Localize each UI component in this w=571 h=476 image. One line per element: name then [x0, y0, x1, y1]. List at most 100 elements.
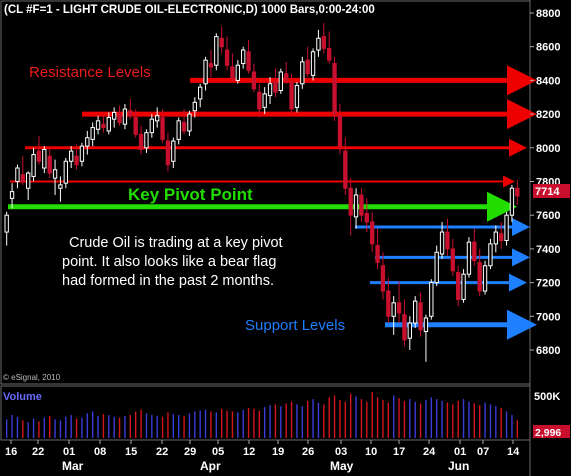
candle-body: [380, 265, 386, 292]
price-axis: 8800860084008200800078007600740072007000…: [530, 8, 560, 357]
candlestick-series: [4, 23, 520, 362]
candle-body: [466, 241, 472, 275]
candle-body: [402, 314, 407, 341]
candle-body: [499, 233, 504, 241]
candle-body: [69, 150, 74, 162]
candle-body: [241, 49, 246, 65]
candle-body: [9, 191, 15, 199]
candle-body: [165, 140, 171, 166]
volume-series: [5, 392, 519, 438]
candle-body: [391, 302, 396, 317]
candle-body: [370, 221, 375, 245]
candle-body: [294, 84, 300, 108]
price-tick-label: 8000: [536, 143, 560, 155]
candle-body: [79, 145, 85, 162]
price-tick-label: 8200: [536, 109, 560, 121]
candle-body: [310, 51, 316, 76]
candle-body: [348, 187, 353, 216]
candle-body: [439, 231, 445, 255]
candle-body: [450, 248, 455, 272]
chart-title: (CL #F=1 - LIGHT CRUDE OIL-ELECTRONIC,D)…: [4, 4, 375, 16]
candle-body: [133, 116, 138, 135]
candle-body: [203, 59, 208, 85]
candle-body: [262, 93, 267, 108]
candle-body: [300, 61, 305, 85]
candle-body: [488, 243, 493, 267]
candle-body: [251, 71, 257, 90]
candle-body: [90, 127, 95, 140]
candle-body: [15, 167, 20, 183]
candle-body: [257, 91, 262, 110]
last-price-tag: 7714: [535, 186, 560, 198]
candle-body: [95, 120, 101, 130]
candle-body: [477, 261, 482, 292]
candle-body: [31, 154, 36, 177]
month-label: Mar: [62, 459, 84, 473]
price-tick-label: 7200: [536, 278, 560, 290]
volume-tick-label: 500K: [534, 391, 560, 403]
candle-body: [472, 241, 477, 262]
candle-body: [192, 101, 197, 112]
candle-body: [224, 49, 230, 66]
last-volume-tag-bg: [533, 425, 570, 438]
candle-body: [359, 194, 364, 216]
resistance-label: Resistance Levels: [29, 64, 151, 81]
candle-body: [515, 187, 520, 197]
candle-body: [289, 81, 294, 110]
candle-body: [198, 86, 203, 100]
price-pane-frame: [0, 0, 531, 385]
candle-body: [214, 36, 219, 66]
commentary-line-2: point. It also looks like a bear flag: [62, 254, 276, 270]
date-tick-label: 22: [32, 446, 44, 458]
price-tick-label: 7400: [536, 244, 560, 256]
date-tick-label: 24: [423, 446, 436, 458]
price-tick-label: 8400: [536, 75, 560, 87]
commentary-line-1: Crude Oil is trading at a key pivot: [69, 235, 283, 251]
candle-body: [375, 245, 380, 263]
candle-body: [273, 81, 278, 93]
candle-body: [149, 118, 154, 134]
date-axis: 16 22 01 08 15 22 29 05 12 19 26 03 10 17 24 01 07 14 Mar A…: [5, 440, 520, 473]
month-label: Jun: [448, 459, 469, 473]
month-label: May: [330, 459, 354, 473]
candle-body: [230, 66, 235, 80]
candle-body: [52, 169, 58, 179]
price-tick-label: 6800: [536, 345, 560, 357]
price-tick-label: 8600: [536, 42, 560, 54]
candle-body: [364, 213, 369, 223]
candle-body: [332, 63, 337, 115]
candle-body: [509, 187, 515, 216]
date-tick-label: 22: [156, 446, 168, 458]
date-tick-label: 19: [272, 446, 284, 458]
last-volume-tag: 2,996: [535, 427, 561, 439]
candle-body: [423, 317, 429, 332]
candle-body: [456, 271, 461, 300]
candle-body: [181, 122, 187, 132]
last-price-tag-bg: [533, 184, 570, 198]
candle-body: [284, 73, 289, 81]
candle-body: [26, 172, 31, 189]
candle-body: [327, 47, 332, 61]
candle-body: [278, 71, 283, 92]
date-tick-label: 14: [507, 446, 520, 458]
date-tick-label: 10: [365, 446, 377, 458]
candle-body: [235, 64, 240, 81]
candle-body: [504, 214, 509, 241]
candle-body: [396, 302, 402, 314]
candle-body: [36, 150, 42, 162]
candle-body: [85, 137, 90, 147]
candle-body: [128, 110, 133, 117]
price-tick-label: 7600: [536, 210, 560, 222]
date-tick-label: 16: [5, 446, 17, 458]
volume-pane-label: Volume: [3, 391, 42, 403]
candle-body: [112, 111, 117, 120]
candle-body: [461, 273, 466, 300]
candle-body: [160, 116, 165, 140]
esignal-watermark: © eSignal, 2010: [3, 373, 61, 382]
candle-body: [122, 108, 128, 125]
candle-body: [305, 59, 310, 75]
candle-body: [219, 37, 224, 48]
date-tick-label: 08: [94, 446, 106, 458]
